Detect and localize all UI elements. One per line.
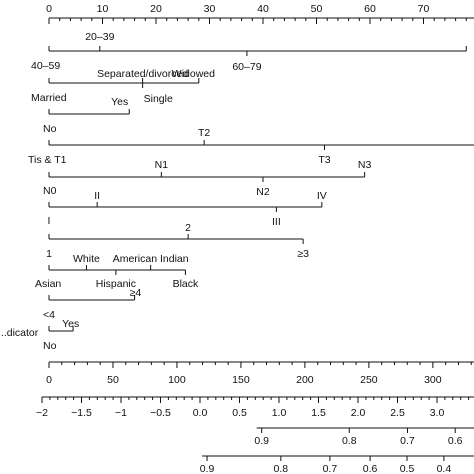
indicator1-level-label: No [43,123,57,135]
marital-level-label: Widowed [172,68,215,80]
total-points-tick-label: 250 [360,374,378,386]
indicator3-level-label: Yes [62,318,79,330]
prob_b-tick-label: 0.9 [200,463,215,474]
points-tick-label: 40 [257,3,269,15]
total-points-tick-label: 300 [424,374,442,386]
race-level-label: Hispanic [96,278,136,290]
size-level-label: 1 [46,248,52,260]
linear-predictor-tick-label: 2.5 [390,407,405,419]
points-tick-label: 20 [150,3,162,15]
total-points-tick-label: 100 [168,374,186,386]
prob_b-tick-label: 0.7 [323,463,338,474]
total-points-tick-label: 150 [232,374,250,386]
linear-predictor-tick-label: 1.5 [311,407,326,419]
race-level-label: Black [173,278,199,290]
linear-predictor-tick-label: −2 [36,407,48,419]
age-level-label: 60–79 [232,61,261,73]
grade-level-label: II [94,190,100,202]
total-points-tick-label: 200 [296,374,314,386]
points-tick-label: 30 [204,3,216,15]
n_stage-level-label: N0 [43,185,57,197]
prob_b-tick-label: 0.8 [274,463,289,474]
total-points-tick-label: 0 [46,374,52,386]
marital-level-label: Single [144,93,173,105]
grade-level-label: III [272,216,281,228]
points-tick-label: 50 [311,3,323,15]
t_stage-level-label: Tis & T1 [28,154,67,166]
age-level-label: 40–59 [31,60,60,72]
grade-level-label: IV [317,190,327,202]
prob_b-tick-label: 0.6 [363,463,378,474]
prob_a-tick-label: 0.9 [254,435,269,447]
points-tick-label: 10 [97,3,109,15]
points-tick-label: 0 [46,3,52,15]
age-level-label: 20–39 [85,31,114,43]
race-level-label: American Indian [113,253,189,265]
indicator3-row-label: ...dicator [0,327,39,339]
marital-level-label: Married [31,92,67,104]
nomogram-marks: 0 10 20 30 40 50 60 7040–5920–3960–79MarriedSep… [0,3,474,474]
n_stage-level-label: N3 [358,159,372,171]
indicator1-level-label: Yes [111,96,128,108]
size-level-label: ≥3 [297,248,309,260]
linear-predictor-tick-label: 0.5 [232,407,247,419]
t_stage-level-label: T2 [198,127,210,139]
prob_a-tick-label: 0.7 [400,435,415,447]
points-tick-label: 70 [418,3,430,15]
n_stage-level-label: N2 [256,186,270,198]
grade-level-label: I [48,215,51,227]
marital-level-label: Separated/divorced [97,68,188,80]
n_stage-level-label: N1 [155,159,169,171]
indicator2-level-label: <4 [43,309,55,321]
race-level-label: White [73,253,100,265]
linear-predictor-tick-label: −0.5 [150,407,171,419]
total-points-tick-label: 50 [107,374,119,386]
linear-predictor-tick-label: 0.0 [193,407,208,419]
size-level-label: 2 [185,222,191,234]
race-level-label: Asian [35,278,61,290]
linear-predictor-tick-label: −1 [115,407,127,419]
linear-predictor-tick-label: 2.0 [351,407,366,419]
linear-predictor-tick-label: −1.5 [71,407,92,419]
prob_a-tick-label: 0.6 [448,435,463,447]
points-tick-label: 60 [364,3,376,15]
indicator3-level-label: No [43,340,57,352]
linear-predictor-tick-label: 3.0 [430,407,445,419]
prob_b-tick-label: 0.5 [400,463,415,474]
t_stage-level-label: T3 [318,154,330,166]
prob_a-tick-label: 0.8 [342,435,357,447]
prob_b-tick-label: 0.4 [437,463,452,474]
linear-predictor-tick-label: 1.0 [272,407,287,419]
indicator2-level-label: ≥4 [130,287,142,299]
